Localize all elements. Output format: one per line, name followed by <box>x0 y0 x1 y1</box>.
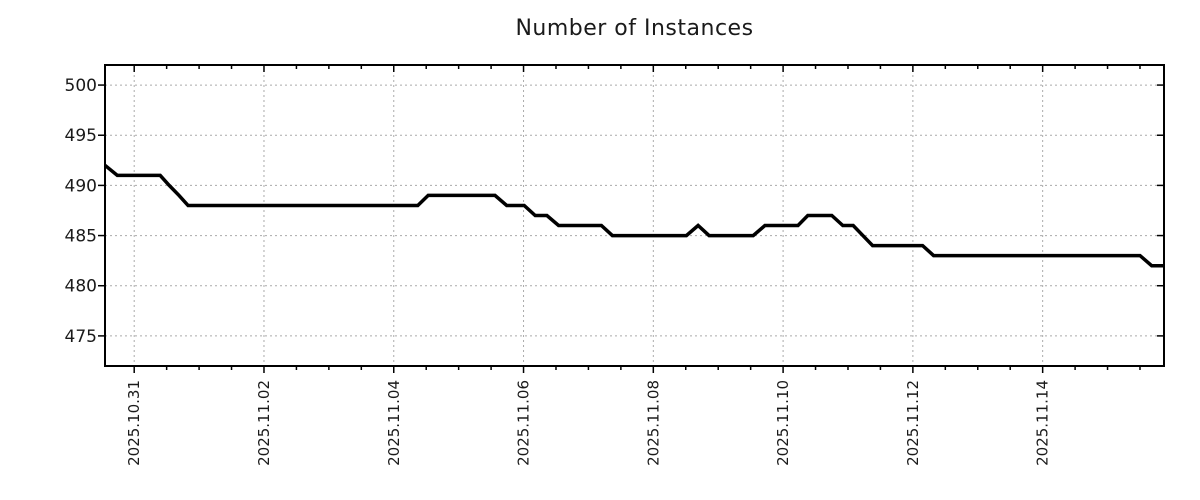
y-tick-label: 490 <box>65 176 97 196</box>
x-tick-label: 2025.11.10 <box>774 380 792 466</box>
y-tick-label: 480 <box>65 277 97 297</box>
y-tick-label: 500 <box>65 76 97 96</box>
series-line-instances <box>103 163 1164 268</box>
y-tick-label: 485 <box>65 227 97 247</box>
x-tick-label: 2025.11.04 <box>385 380 403 466</box>
x-tick-label: 2025.11.08 <box>644 380 662 466</box>
x-tick-label: 2025.11.12 <box>904 380 922 466</box>
y-tick-label: 495 <box>65 126 97 146</box>
x-tick-label: 2025.11.14 <box>1034 380 1052 466</box>
plot-border <box>104 64 1165 367</box>
chart-title: Number of Instances <box>515 16 754 41</box>
x-tick-label: 2025.10.31 <box>125 380 143 466</box>
x-tick-label: 2025.11.02 <box>255 380 273 466</box>
y-tick-label: 475 <box>65 327 97 347</box>
x-tick-label: 2025.11.06 <box>515 380 533 466</box>
